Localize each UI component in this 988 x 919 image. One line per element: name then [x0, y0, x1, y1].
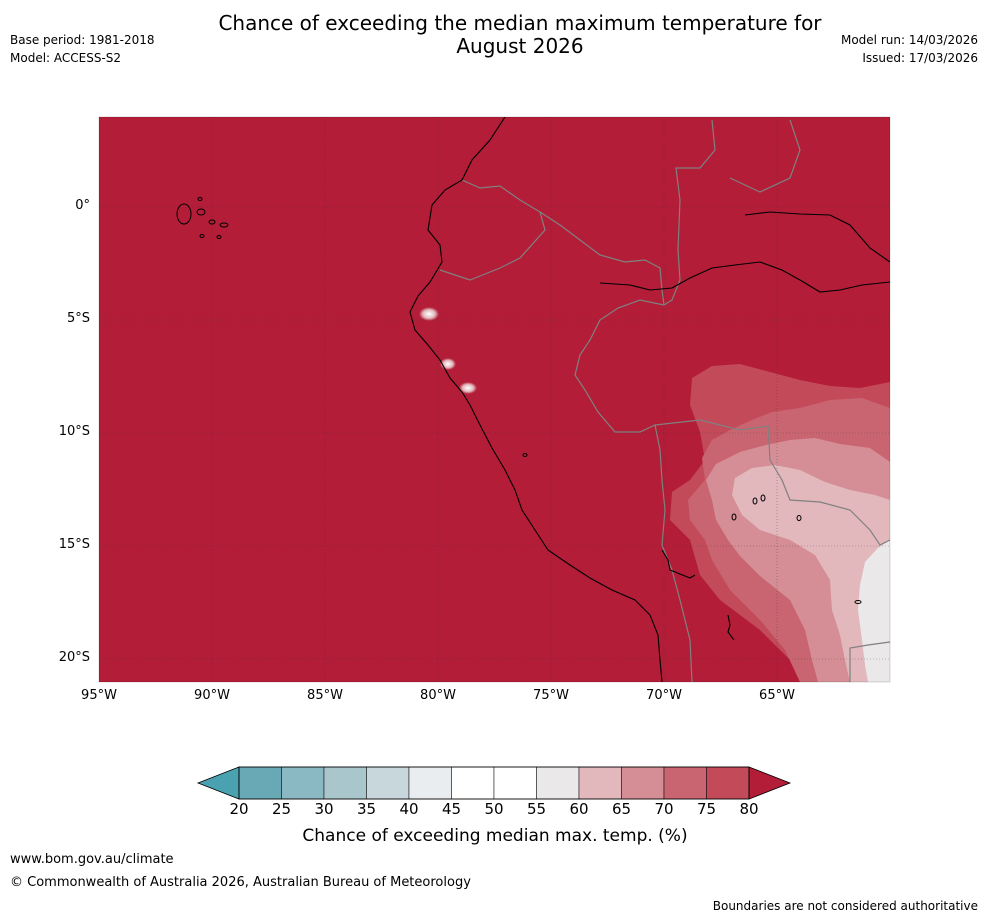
- colorbar-tick-label: 80: [739, 800, 759, 818]
- lon-label-85w: 85°W: [307, 688, 343, 703]
- title-line-2: August 2026: [456, 34, 584, 58]
- lat-label-15s: 15°S: [58, 537, 90, 552]
- model-run: Model run: 14/03/2026: [840, 33, 978, 47]
- lat-label-20s: 20°S: [58, 650, 90, 665]
- lon-label-70w: 70°W: [646, 688, 682, 703]
- lat-label-0: 0°: [75, 198, 90, 213]
- colorbar-tick-label: 35: [356, 800, 377, 818]
- colorbar-tick-label: 60: [569, 800, 589, 818]
- base-period: Base period: 1981-2018: [10, 33, 155, 47]
- lon-label-90w: 90°W: [194, 688, 230, 703]
- galapagos-islands: [176, 197, 229, 239]
- contour-55: [858, 540, 890, 682]
- coastlines: [409, 117, 890, 682]
- footer-url: www.bom.gov.au/climate: [10, 852, 174, 867]
- spot-north: [419, 307, 439, 321]
- page-title: Chance of exceeding the median maximum t…: [190, 12, 850, 58]
- gridlines: [99, 117, 890, 682]
- colorbar-tick-label: 30: [314, 800, 334, 818]
- footer-note: Boundaries are not considered authoritat…: [712, 899, 978, 913]
- colorbar-tick-label: 40: [399, 800, 419, 818]
- title-line-1: Chance of exceeding the median maximum t…: [218, 11, 822, 35]
- colorbar-tick-label: 65: [611, 800, 632, 818]
- lon-label-65w: 65°W: [759, 688, 795, 703]
- lon-label-80w: 80°W: [420, 688, 456, 703]
- lon-label-95w: 95°W: [81, 688, 117, 703]
- lat-label-5s: 5°S: [66, 311, 90, 326]
- contour-60: [732, 465, 890, 682]
- issued-date: Issued: 17/03/2026: [862, 51, 978, 65]
- colorbar-tick-label: 25: [271, 800, 292, 818]
- colorbar-tick-label: 55: [526, 800, 547, 818]
- country-borders: [439, 119, 890, 682]
- footer-copyright: © Commonwealth of Australia 2026, Austra…: [10, 875, 471, 890]
- colorbar-tick-label: 50: [484, 800, 504, 818]
- colorbar-label: Chance of exceeding median max. temp. (%…: [302, 826, 688, 846]
- lat-label-10s: 10°S: [58, 424, 90, 439]
- lakes: [522, 453, 862, 604]
- meta-right: Model run: 14/03/2026 Issued: 17/03/2026: [841, 31, 978, 67]
- colorbar-tick-label: 45: [441, 800, 462, 818]
- spot-south: [459, 382, 477, 394]
- model-name: Model: ACCESS-S2: [10, 51, 122, 65]
- colorbar-tick-label: 70: [654, 800, 674, 818]
- lon-label-75w: 75°W: [533, 688, 569, 703]
- map-frame: [98, 116, 891, 683]
- colorbar-tick-label: 75: [696, 800, 717, 818]
- colorbar-tick-label: 20: [229, 800, 249, 818]
- meta-left: Base period: 1981-2018 Model: ACCESS-S2: [10, 31, 155, 67]
